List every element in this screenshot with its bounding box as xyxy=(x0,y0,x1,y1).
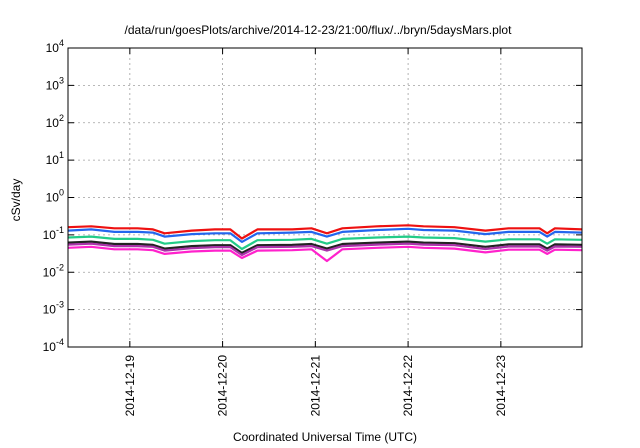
series-line-2 xyxy=(67,227,583,243)
x-tick-label: 2014-12-20 xyxy=(216,355,230,417)
series-line-5 xyxy=(67,242,583,257)
x-tick-label: 2014-12-19 xyxy=(123,355,137,417)
y-axis-title: cSv/day xyxy=(9,179,23,222)
y-tick-label: 104 xyxy=(46,38,64,55)
series-line-1 xyxy=(67,224,583,240)
x-axis-title: Coordinated Universal Time (UTC) xyxy=(233,430,417,444)
y-tick-label: 10-1 xyxy=(43,225,64,242)
x-tick-label: 2014-12-21 xyxy=(308,355,322,417)
series-lines xyxy=(67,224,583,263)
x-tick-label: 2014-12-23 xyxy=(494,355,508,417)
y-tick-label: 102 xyxy=(46,113,64,130)
series-line-4 xyxy=(67,240,583,254)
y-tick-label: 10-3 xyxy=(43,300,64,317)
grid-lines xyxy=(68,48,582,347)
y-tick-label: 101 xyxy=(46,150,64,167)
series-line-6 xyxy=(67,245,583,263)
y-tick-label: 103 xyxy=(46,75,64,92)
series-line-3 xyxy=(67,235,583,251)
y-tick-label: 10-4 xyxy=(43,337,64,354)
y-axis-ticks: 10-4 10-3 10-2 10-1 100 101 102 103 104 xyxy=(43,38,582,354)
y-tick-label: 100 xyxy=(46,188,64,205)
x-axis-ticks: 2014-12-19 2014-12-20 2014-12-21 2014-12-22… xyxy=(123,48,508,416)
y-tick-label: 10-2 xyxy=(43,262,64,279)
chart-title: /data/run/goesPlots/archive/2014-12-23/2… xyxy=(125,23,513,37)
x-tick-label: 2014-12-22 xyxy=(401,355,415,417)
